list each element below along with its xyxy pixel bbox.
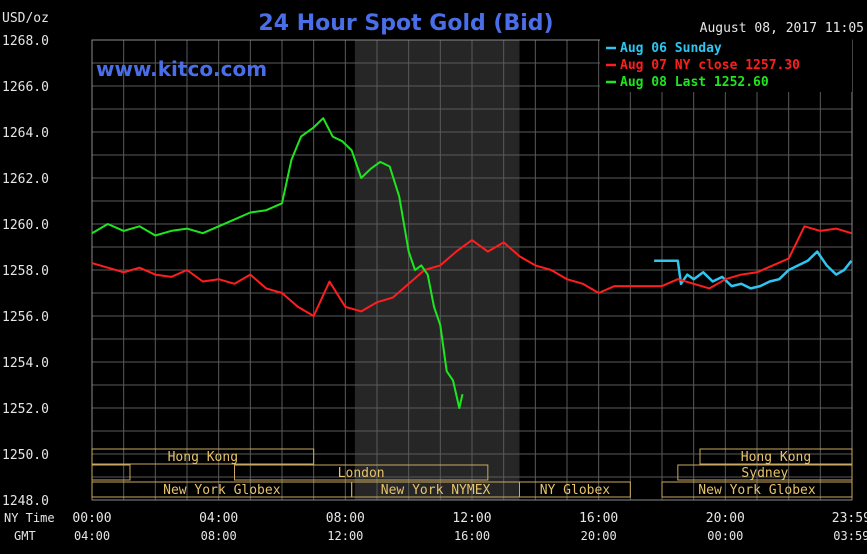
session-label: NY Globex bbox=[540, 483, 611, 498]
legend-label: Aug 06 Sunday bbox=[620, 41, 722, 56]
grid bbox=[91, 39, 853, 501]
x-tick-label-gmt: 20:00 bbox=[581, 529, 617, 543]
session-label: London bbox=[338, 466, 385, 481]
x-tick-label-gmt: 03:59 bbox=[833, 529, 867, 543]
session-label: Hong Kong bbox=[168, 450, 238, 465]
legend-box bbox=[600, 38, 852, 92]
x-tick-label-gmt: 04:00 bbox=[74, 529, 110, 543]
x-axis-label-ny: NY Time bbox=[4, 511, 55, 525]
series-lines bbox=[91, 117, 853, 409]
y-axis-unit-label: USD/oz bbox=[2, 11, 49, 26]
y-tick-label: 1254.0 bbox=[2, 356, 49, 371]
axes: 1248.0 1250.0 1252.0 1254.0 1256.0 1258.0 1260… bbox=[2, 34, 867, 543]
y-tick-label: 1248.0 bbox=[2, 494, 49, 509]
y-tick-label: 1260.0 bbox=[2, 218, 49, 233]
y-tick-label: 1258.0 bbox=[2, 264, 49, 279]
y-tick-label: 1262.0 bbox=[2, 172, 49, 187]
y-tick-label: 1256.0 bbox=[2, 310, 49, 325]
session-box bbox=[234, 464, 489, 481]
session-label: New York NYMEX bbox=[381, 483, 491, 498]
market-sessions: Hong Kong Hong Kong London Sydney New York G… bbox=[91, 448, 853, 498]
session-box bbox=[699, 448, 853, 465]
legend: Aug 06 Sunday Aug 07 NY close 1257.30 Aug … bbox=[600, 38, 852, 92]
session-box bbox=[661, 481, 853, 498]
x-axis-label-gmt: GMT bbox=[14, 529, 36, 543]
x-tick-label-ny: 00:00 bbox=[72, 511, 111, 526]
session-box bbox=[91, 464, 131, 481]
session-label: New York Globex bbox=[698, 483, 816, 498]
session-box bbox=[519, 481, 631, 498]
session-label: Sydney bbox=[741, 466, 788, 481]
legend-label: Aug 08 Last 1252.60 bbox=[620, 75, 769, 90]
session-box bbox=[677, 464, 853, 481]
session-label: New York Globex bbox=[163, 483, 281, 498]
y-tick-label: 1268.0 bbox=[2, 34, 49, 49]
x-tick-label-ny: 08:00 bbox=[326, 511, 365, 526]
y-tick-label: 1252.0 bbox=[2, 402, 49, 417]
series-line-3 bbox=[91, 117, 464, 409]
session-box bbox=[91, 448, 315, 465]
x-tick-label-gmt: 00:00 bbox=[707, 529, 743, 543]
y-tick-label: 1250.0 bbox=[2, 448, 49, 463]
legend-label: Aug 07 NY close 1257.30 bbox=[620, 58, 800, 73]
chart-title: 24 Hour Spot Gold (Bid) bbox=[258, 11, 553, 36]
x-tick-label-ny: 12:00 bbox=[452, 511, 491, 526]
y-tick-label: 1266.0 bbox=[2, 80, 49, 95]
series-line-2 bbox=[91, 225, 852, 317]
x-tick-label-ny: 23:59 bbox=[832, 511, 867, 526]
x-tick-label-ny: 04:00 bbox=[199, 511, 238, 526]
series-line-1 bbox=[654, 250, 853, 290]
x-tick-label-gmt: 08:00 bbox=[201, 529, 237, 543]
x-tick-label-gmt: 16:00 bbox=[454, 529, 490, 543]
timestamp: August 08, 2017 11:05 bbox=[700, 21, 864, 36]
x-tick-label-ny: 16:00 bbox=[579, 511, 618, 526]
site-watermark: www.kitco.com bbox=[96, 57, 267, 81]
plot-border bbox=[91, 39, 853, 501]
y-tick-label: 1264.0 bbox=[2, 126, 49, 141]
session-label: Hong Kong bbox=[741, 450, 811, 465]
x-tick-label-ny: 20:00 bbox=[706, 511, 745, 526]
x-tick-label-gmt: 12:00 bbox=[327, 529, 363, 543]
